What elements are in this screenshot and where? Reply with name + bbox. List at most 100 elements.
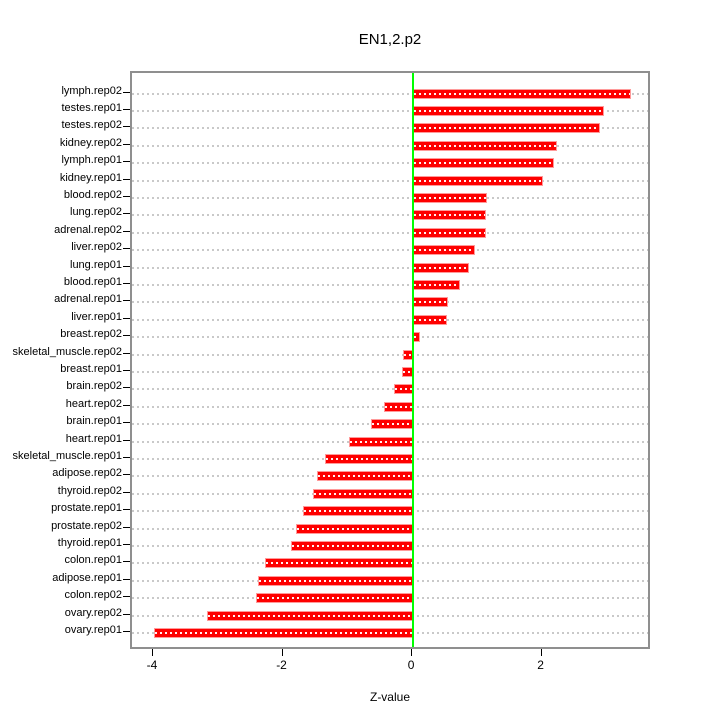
bar-adipose.rep02: [317, 471, 414, 482]
bar-dash-pattern: [257, 597, 413, 600]
bar-dash-pattern: [414, 301, 447, 304]
bar-brain.rep02: [393, 384, 414, 395]
bar-blood.rep02: [413, 192, 487, 203]
bar-brain.rep01: [370, 419, 414, 430]
y-tick-mark: [123, 630, 130, 632]
y-tick-mark: [123, 578, 130, 580]
bar-blood.rep01: [413, 279, 461, 290]
bar-dash-pattern: [414, 144, 557, 147]
bar-prostate.rep01: [302, 506, 414, 517]
y-tick-label: breast.rep01: [60, 362, 122, 375]
x-tick-mark: [411, 649, 413, 656]
y-tick-mark: [123, 282, 130, 284]
bar-dash-pattern: [414, 318, 446, 321]
bar-dash-pattern: [414, 266, 469, 269]
y-tick-mark: [123, 300, 130, 302]
y-tick-label: colon.rep02: [64, 589, 123, 602]
bar-dash-pattern: [414, 196, 486, 199]
y-tick-label: liver.rep02: [71, 241, 122, 254]
y-tick-mark: [123, 230, 130, 232]
y-tick-mark: [123, 335, 130, 337]
y-tick-label: adrenal.rep02: [54, 223, 122, 236]
bar-dash-pattern: [266, 562, 413, 565]
bar-dash-pattern: [414, 283, 460, 286]
bar-dash-pattern: [292, 544, 413, 547]
bar-dash-pattern: [258, 579, 413, 582]
bar-dash-pattern: [403, 370, 413, 373]
bar-liver.rep01: [413, 314, 447, 325]
y-tick-label: lung.rep01: [70, 258, 122, 271]
y-tick-mark: [123, 161, 130, 163]
bar-dash-pattern: [371, 423, 413, 426]
dotted-gridline: [132, 266, 648, 269]
bar-dash-pattern: [404, 353, 413, 356]
dotted-gridline: [132, 388, 648, 391]
y-tick-label: adipose.rep01: [52, 571, 122, 584]
bar-liver.rep02: [413, 245, 475, 256]
x-tick-mark: [281, 649, 283, 656]
dotted-gridline: [132, 162, 648, 165]
y-tick-label: testes.rep02: [61, 119, 122, 132]
bar-dash-pattern: [394, 388, 413, 391]
bar-testes.rep01: [413, 105, 605, 116]
y-tick-label: heart.rep01: [65, 432, 122, 445]
bar-lung.rep01: [413, 262, 470, 273]
bar-adipose.rep01: [257, 575, 414, 586]
y-tick-label: ovary.rep02: [64, 606, 122, 619]
bar-dash-pattern: [414, 231, 485, 234]
bar-dash-pattern: [314, 492, 413, 495]
y-tick-label: breast.rep02: [60, 328, 122, 341]
y-tick-label: lung.rep02: [70, 206, 122, 219]
y-tick-label: lymph.rep01: [61, 154, 122, 167]
dotted-gridline: [132, 370, 648, 373]
plot-area: [130, 71, 650, 649]
y-tick-mark: [123, 439, 130, 441]
bar-dash-pattern: [414, 92, 631, 95]
bar-dash-pattern: [384, 405, 413, 408]
dotted-gridline: [132, 109, 648, 112]
dotted-gridline: [132, 179, 648, 182]
bar-dash-pattern: [414, 127, 600, 130]
bar-kidney.rep01: [413, 175, 544, 186]
bar-dash-pattern: [208, 614, 413, 617]
bar-ovary.rep02: [207, 610, 414, 621]
bar-testes.rep02: [413, 123, 601, 134]
y-tick-mark: [123, 456, 130, 458]
bar-dash-pattern: [318, 475, 413, 478]
bar-colon.rep01: [265, 558, 414, 569]
x-tick-label: 0: [407, 658, 415, 672]
y-tick-mark: [123, 265, 130, 267]
x-tick-label: -4: [146, 658, 158, 672]
dotted-gridline: [132, 144, 648, 147]
chart-title: EN1,2.p2: [358, 31, 422, 48]
y-tick-mark: [123, 526, 130, 528]
y-tick-mark: [123, 91, 130, 93]
y-tick-mark: [123, 474, 130, 476]
bar-thyroid.rep02: [313, 488, 414, 499]
y-tick-mark: [123, 596, 130, 598]
y-tick-label: kidney.rep02: [59, 136, 122, 149]
dotted-gridline: [132, 301, 648, 304]
bar-dash-pattern: [155, 631, 413, 634]
y-tick-mark: [123, 195, 130, 197]
y-tick-mark: [123, 317, 130, 319]
bar-dash-pattern: [349, 440, 413, 443]
bar-dash-pattern: [414, 179, 543, 182]
dotted-gridline: [132, 336, 648, 339]
dotted-gridline: [132, 318, 648, 321]
bar-dash-pattern: [414, 249, 474, 252]
bar-dash-pattern: [414, 109, 604, 112]
zero-reference-line: [412, 73, 415, 647]
bar-lymph.rep02: [413, 88, 632, 99]
y-tick-label: liver.rep01: [71, 310, 122, 323]
y-tick-label: blood.rep01: [63, 275, 122, 288]
y-tick-label: kidney.rep01: [59, 171, 122, 184]
bar-colon.rep02: [256, 593, 414, 604]
bar-ovary.rep01: [154, 627, 414, 638]
y-tick-label: prostate.rep02: [51, 519, 122, 532]
bar-prostate.rep02: [295, 523, 414, 534]
y-tick-mark: [123, 108, 130, 110]
dotted-gridline: [132, 214, 648, 217]
bar-kidney.rep02: [413, 140, 558, 151]
